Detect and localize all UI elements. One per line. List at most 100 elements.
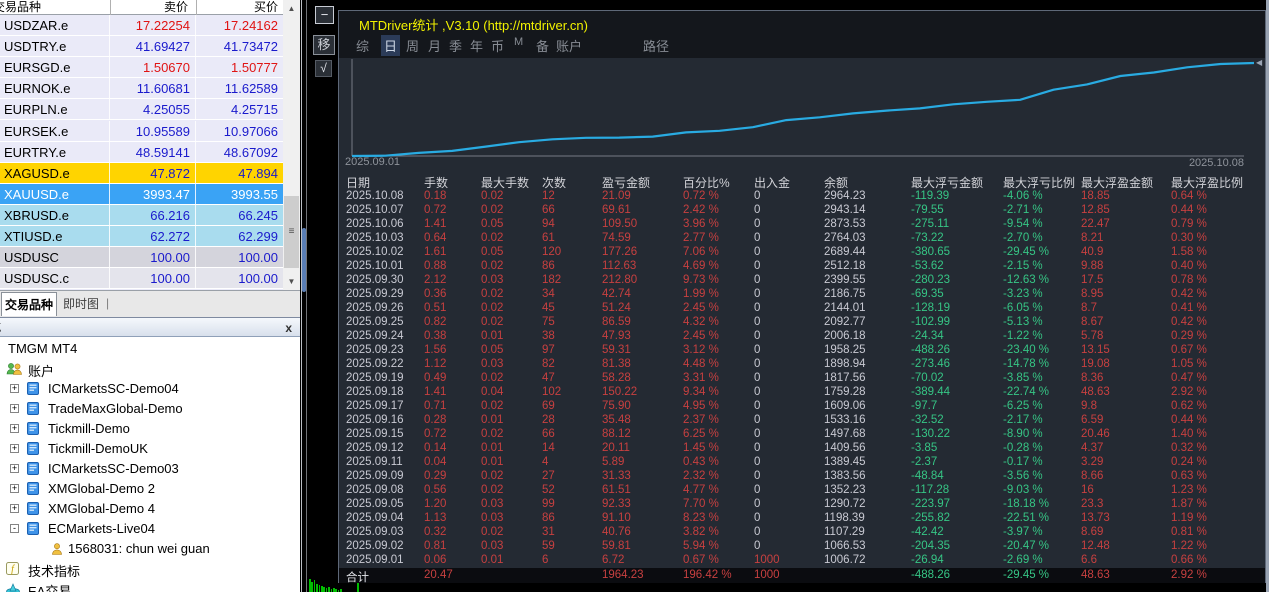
- tree-item-icmarketssc-demo03[interactable]: ICMarketsSC-Demo03: [48, 461, 179, 476]
- menu-4-月[interactable]: 月: [428, 36, 441, 55]
- tree-item-tickmill-demouk[interactable]: Tickmill-DemoUK: [48, 441, 148, 456]
- stats-row-2025.09.26[interactable]: 2025.09.260.510.024551.242.45 %02144.01-…: [339, 302, 1265, 316]
- market-row-USDUSC[interactable]: USDUSC100.00100.00: [0, 247, 283, 268]
- col-header-10[interactable]: 最大浮亏比例: [1003, 174, 1075, 191]
- tree-item-tickmill-demo[interactable]: Tickmill-Demo: [48, 421, 130, 436]
- tree-item-icmarketssc-demo04[interactable]: ICMarketsSC-Demo04: [48, 381, 179, 396]
- market-watch-scrollbar[interactable]: ▲ ≡ ▼: [283, 0, 300, 290]
- tab-trade-symbols[interactable]: 交易品种: [1, 292, 57, 316]
- scrollbar-thumb[interactable]: ≡: [284, 196, 299, 268]
- col-header-1[interactable]: 日期: [346, 174, 370, 191]
- scroll-up-icon[interactable]: ▲: [283, 0, 300, 17]
- menu-7-币[interactable]: 币: [491, 36, 504, 55]
- stats-row-2025.09.03[interactable]: 2025.09.030.320.023140.763.82 %01107.29-…: [339, 526, 1265, 540]
- col-header-4[interactable]: 次数: [542, 174, 566, 191]
- tree-item-xmglobal-demo-2[interactable]: XMGlobal-Demo 2: [48, 481, 155, 496]
- stats-row-2025.09.15[interactable]: 2025.09.150.720.026688.126.25 %01497.68-…: [339, 428, 1265, 442]
- market-row-USDZAR.e[interactable]: USDZAR.e17.2225417.24162: [0, 15, 283, 36]
- menu-2-日[interactable]: 日: [381, 35, 400, 56]
- column-symbol[interactable]: 交易品种: [0, 0, 110, 15]
- expand-icon[interactable]: +: [10, 484, 19, 493]
- stats-row-2025.10.03[interactable]: 2025.10.030.640.026174.592.77 %02764.03-…: [339, 232, 1265, 246]
- stats-row-2025.09.18[interactable]: 2025.09.181.410.04102150.229.34 %01759.2…: [339, 386, 1265, 400]
- expand-icon[interactable]: +: [10, 404, 19, 413]
- market-row-USDTRY.e[interactable]: USDTRY.e41.6942741.73472: [0, 36, 283, 57]
- stats-row-2025.09.16[interactable]: 2025.09.160.280.012835.482.37 %01533.16-…: [339, 414, 1265, 428]
- col-header-5[interactable]: 盈亏金额: [602, 174, 650, 191]
- close-icon[interactable]: x: [285, 319, 292, 337]
- menu-9-备[interactable]: 备: [536, 36, 549, 55]
- stats-row-2025.10.02[interactable]: 2025.10.021.610.05120177.267.06 %02689.4…: [339, 246, 1265, 260]
- col-header-11[interactable]: 最大浮盈金额: [1081, 174, 1153, 191]
- market-row-XBRUSD.e[interactable]: XBRUSD.e66.21666.245: [0, 205, 283, 226]
- expand-icon[interactable]: +: [10, 504, 19, 513]
- menu-6-年[interactable]: 年: [470, 36, 483, 55]
- stats-row-2025.09.24[interactable]: 2025.09.240.380.013847.932.45 %02006.18-…: [339, 330, 1265, 344]
- stats-row-2025.09.04[interactable]: 2025.09.041.130.038691.108.23 %01198.39-…: [339, 512, 1265, 526]
- stats-row-2025.09.08[interactable]: 2025.09.080.560.025261.514.77 %01352.23-…: [339, 484, 1265, 498]
- stats-row-2025.10.06[interactable]: 2025.10.061.410.0594109.503.96 %02873.53…: [339, 218, 1265, 232]
- scroll-down-icon[interactable]: ▼: [283, 273, 300, 290]
- market-row-XTIUSD.e[interactable]: XTIUSD.e62.27262.299: [0, 226, 283, 247]
- splitter-scroll-thumb[interactable]: [302, 228, 306, 292]
- collapse-icon[interactable]: -: [10, 524, 19, 533]
- menu-5-季[interactable]: 季: [449, 36, 462, 55]
- tree-item--[interactable]: 账户: [28, 361, 54, 380]
- expand-icon[interactable]: +: [10, 464, 19, 473]
- tab-tick-chart[interactable]: 即时图: [58, 292, 104, 316]
- menu-3-周[interactable]: 周: [406, 36, 419, 55]
- stats-row-2025.10.07[interactable]: 2025.10.070.720.026669.612.42 %02943.14-…: [339, 204, 1265, 218]
- col-header-6[interactable]: 百分比%: [683, 174, 730, 191]
- col-header-2[interactable]: 手数: [424, 174, 448, 191]
- collapse-arrow-icon[interactable]: ◀: [1256, 58, 1262, 67]
- stats-row-2025.09.25[interactable]: 2025.09.250.820.027586.594.32 %02092.77-…: [339, 316, 1265, 330]
- stats-row-2025.09.19[interactable]: 2025.09.190.490.024758.283.31 %01817.56-…: [339, 372, 1265, 386]
- stats-row-2025.09.12[interactable]: 2025.09.120.140.011420.111.45 %01409.56-…: [339, 442, 1265, 456]
- column-buy[interactable]: 买价: [196, 0, 283, 15]
- market-row-USDUSC.c[interactable]: USDUSC.c100.00100.00: [0, 268, 283, 289]
- menu-8-M[interactable]: M: [514, 36, 523, 48]
- expand-icon[interactable]: +: [10, 384, 19, 393]
- stats-row-2025.09.11[interactable]: 2025.09.110.040.0145.890.43 %01389.45-2.…: [339, 456, 1265, 470]
- expand-icon[interactable]: +: [10, 424, 19, 433]
- col-header-8[interactable]: 余额: [824, 174, 848, 191]
- market-row-EURNOK.e[interactable]: EURNOK.e11.6068111.62589: [0, 78, 283, 99]
- column-sell[interactable]: 卖价: [110, 0, 192, 15]
- move-button[interactable]: 移: [313, 35, 335, 55]
- stats-row-2025.09.23[interactable]: 2025.09.231.560.059759.313.12 %01958.25-…: [339, 344, 1265, 358]
- col-header-12[interactable]: 最大浮盈比例: [1171, 174, 1243, 191]
- market-row-EURPLN.e[interactable]: EURPLN.e4.250554.25715: [0, 99, 283, 120]
- stats-row-2025.10.01[interactable]: 2025.10.010.880.0286112.634.69 %02512.18…: [339, 260, 1265, 274]
- market-row-XAUUSD.e[interactable]: XAUUSD.e3993.473993.55: [0, 184, 283, 205]
- stats-row-2025.09.17[interactable]: 2025.09.170.710.026975.904.95 %01609.06-…: [339, 400, 1265, 414]
- stats-row-2025.09.29[interactable]: 2025.09.290.360.023442.741.99 %02186.75-…: [339, 288, 1265, 302]
- market-row-EURTRY.e[interactable]: EURTRY.e48.5914148.67092: [0, 142, 283, 163]
- tree-item-xmglobal-demo-4[interactable]: XMGlobal-Demo 4: [48, 501, 155, 516]
- tree-item-ea-[interactable]: EA交易: [28, 581, 71, 592]
- tree-item-tmgm-mt4[interactable]: TMGM MT4: [8, 341, 77, 356]
- expand-icon[interactable]: +: [10, 444, 19, 453]
- tree-item-1568031-chun-wei-guan[interactable]: 1568031: chun wei guan: [68, 541, 210, 556]
- tree-item-ecmarkets-live04[interactable]: ECMarkets-Live04: [48, 521, 155, 536]
- stats-row-2025.09.30[interactable]: 2025.09.302.120.03182212.809.73 %02399.5…: [339, 274, 1265, 288]
- menu-path[interactable]: 路径: [643, 36, 669, 55]
- market-row-EURSEK.e[interactable]: EURSEK.e10.9558910.97066: [0, 121, 283, 142]
- stats-row-2025.09.09[interactable]: 2025.09.090.290.022731.332.32 %01383.56-…: [339, 470, 1265, 484]
- market-row-XAGUSD.e[interactable]: XAGUSD.e47.87247.894: [0, 163, 283, 184]
- stats-row-2025.09.22[interactable]: 2025.09.221.120.038281.384.48 %01898.94-…: [339, 358, 1265, 372]
- market-row-EURSGD.e[interactable]: EURSGD.e1.506701.50777: [0, 57, 283, 78]
- stats-row-2025.09.02[interactable]: 2025.09.020.810.035959.815.94 %01066.53-…: [339, 540, 1265, 554]
- minimize-button[interactable]: −: [315, 6, 334, 24]
- stats-row-2025.10.08[interactable]: 2025.10.080.180.021221.090.72 %02964.23-…: [339, 190, 1265, 204]
- stats-window-header[interactable]: MTDriver统计 ,V3.10 (http://mtdriver.cn) 综…: [339, 11, 1265, 58]
- stats-row-2025.09.01[interactable]: 2025.09.010.060.0166.720.67 %10001006.72…: [339, 554, 1265, 568]
- stats-row-2025.09.05[interactable]: 2025.09.051.200.039992.337.70 %01290.72-…: [339, 498, 1265, 512]
- col-header-9[interactable]: 最大浮亏金额: [911, 174, 983, 191]
- menu-1-综[interactable]: 综: [356, 36, 369, 55]
- tree-item--[interactable]: 技术指标: [28, 561, 80, 580]
- col-header-7[interactable]: 出入金: [754, 174, 790, 191]
- col-header-3[interactable]: 最大手数: [481, 174, 529, 191]
- stats-total-row[interactable]: 合计20.471964.23196.42 %1000-488.26-29.45 …: [339, 568, 1265, 583]
- menu-10-账户[interactable]: 账户: [556, 36, 582, 55]
- panel-splitter[interactable]: [301, 0, 302, 592]
